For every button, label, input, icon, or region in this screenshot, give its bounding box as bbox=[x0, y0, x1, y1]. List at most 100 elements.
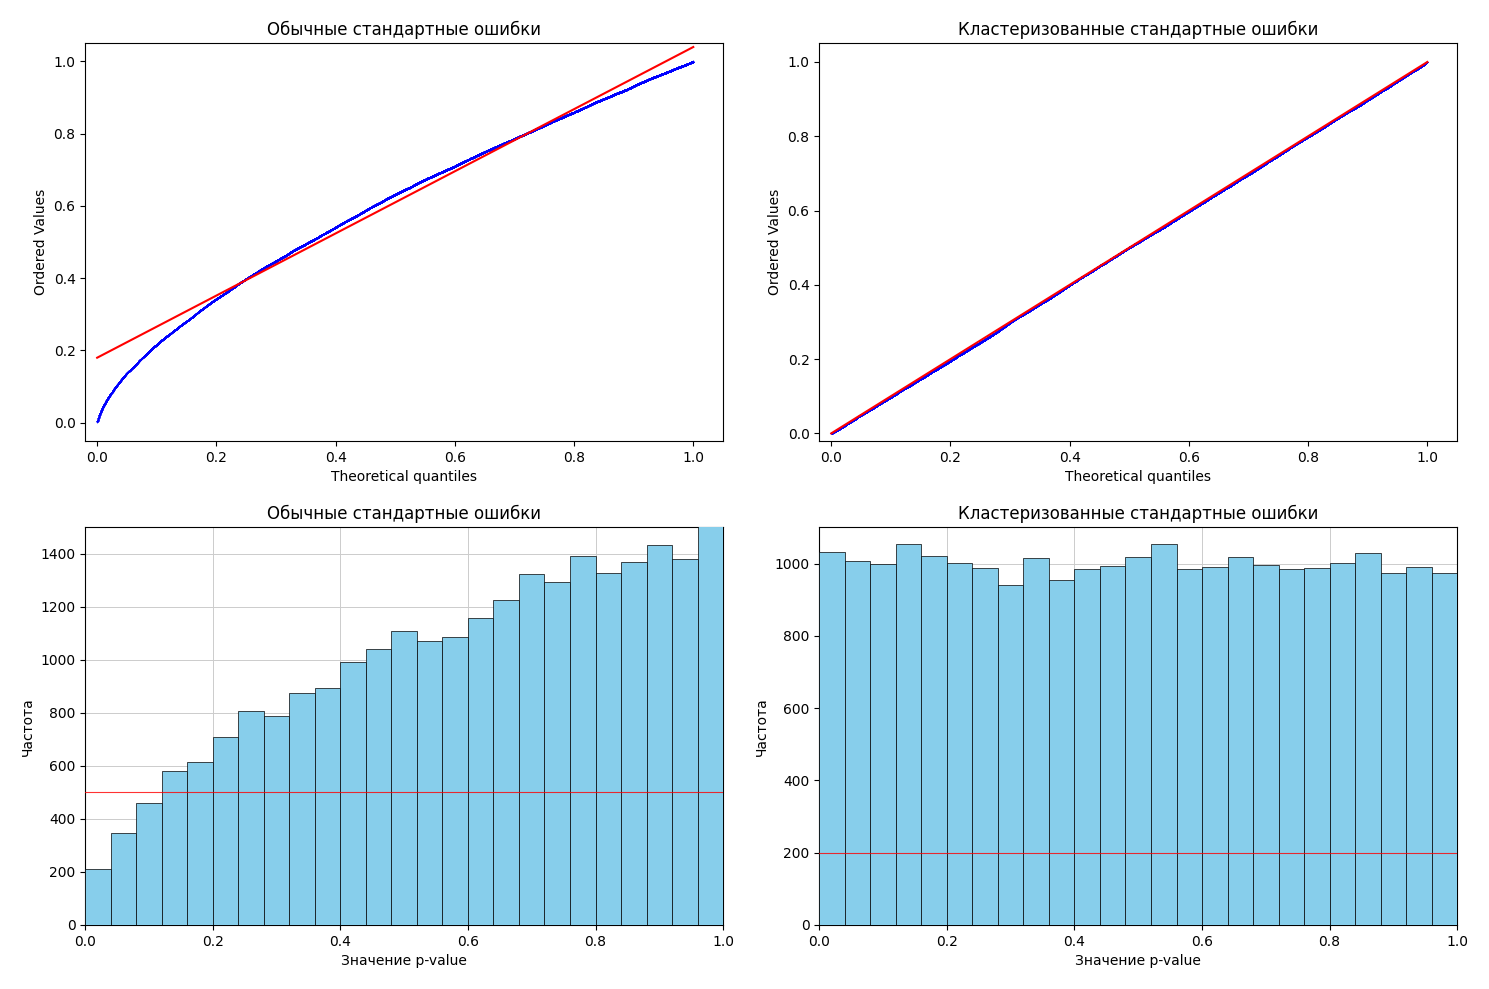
Point bbox=[1279, 138, 1303, 154]
Point bbox=[1397, 66, 1421, 82]
Point bbox=[1301, 126, 1325, 141]
Point bbox=[1278, 140, 1301, 156]
Point bbox=[1391, 69, 1415, 85]
Point bbox=[188, 304, 211, 319]
Point bbox=[509, 128, 533, 143]
Point bbox=[1094, 254, 1118, 270]
Point bbox=[1373, 81, 1397, 97]
Point bbox=[663, 60, 686, 76]
Point bbox=[840, 412, 864, 428]
Point bbox=[1084, 261, 1108, 277]
Point bbox=[1071, 269, 1094, 285]
Point bbox=[680, 53, 704, 69]
Point bbox=[284, 241, 308, 257]
Point bbox=[1342, 101, 1365, 117]
Point bbox=[205, 290, 229, 306]
Point bbox=[1275, 142, 1298, 158]
Point bbox=[404, 177, 427, 193]
Point bbox=[469, 145, 493, 161]
Point bbox=[551, 110, 575, 126]
Point bbox=[466, 146, 490, 162]
Point bbox=[1218, 178, 1242, 194]
Point bbox=[865, 398, 889, 413]
Point bbox=[1200, 189, 1224, 205]
Point bbox=[1059, 277, 1083, 293]
Point bbox=[298, 234, 322, 250]
Point bbox=[158, 325, 182, 341]
Point bbox=[995, 317, 1018, 333]
Point bbox=[1205, 187, 1228, 203]
Point bbox=[1370, 83, 1394, 99]
Point bbox=[152, 330, 176, 346]
Point bbox=[593, 90, 616, 106]
Point bbox=[902, 375, 926, 391]
Point bbox=[1225, 174, 1249, 190]
Point bbox=[1042, 288, 1066, 304]
Point bbox=[1328, 110, 1352, 126]
Point bbox=[441, 159, 465, 175]
Point bbox=[313, 225, 337, 241]
Point bbox=[929, 358, 953, 374]
Point bbox=[363, 197, 387, 213]
Point bbox=[1240, 165, 1264, 181]
Point bbox=[1083, 262, 1106, 278]
Point bbox=[1196, 192, 1219, 208]
Point bbox=[1085, 260, 1109, 276]
Point bbox=[374, 192, 398, 208]
Point bbox=[496, 134, 520, 149]
Point bbox=[667, 59, 691, 75]
Point bbox=[1056, 279, 1080, 295]
Point bbox=[1011, 307, 1035, 322]
Point bbox=[596, 89, 619, 105]
Point bbox=[1285, 135, 1309, 151]
Point bbox=[523, 123, 546, 138]
Point bbox=[1289, 134, 1313, 149]
Point bbox=[456, 152, 479, 168]
Point bbox=[1032, 294, 1056, 310]
Point bbox=[1063, 274, 1087, 290]
Point bbox=[302, 231, 326, 247]
Point bbox=[509, 129, 533, 144]
Point bbox=[1158, 216, 1182, 231]
Point bbox=[1135, 229, 1158, 245]
Point bbox=[914, 368, 938, 384]
Point bbox=[258, 256, 281, 272]
Point bbox=[549, 110, 573, 126]
Point bbox=[380, 188, 404, 204]
Point bbox=[1298, 128, 1322, 143]
Point bbox=[938, 353, 962, 369]
Point bbox=[1139, 226, 1163, 242]
Point bbox=[1205, 186, 1228, 202]
Point bbox=[1136, 228, 1160, 244]
Point bbox=[304, 230, 328, 246]
Point bbox=[1112, 243, 1136, 259]
Point bbox=[398, 180, 421, 196]
Point bbox=[1400, 64, 1423, 80]
Point bbox=[1203, 188, 1227, 204]
Point bbox=[380, 188, 404, 204]
Point bbox=[1142, 225, 1166, 241]
Point bbox=[459, 150, 482, 166]
Point bbox=[475, 142, 499, 158]
Point bbox=[1237, 166, 1261, 182]
Point bbox=[450, 155, 474, 171]
Point bbox=[211, 286, 235, 302]
Point bbox=[679, 54, 703, 70]
Point bbox=[663, 61, 686, 77]
Point bbox=[941, 352, 965, 368]
Point bbox=[1193, 194, 1217, 210]
Point bbox=[1173, 206, 1197, 222]
Point bbox=[1026, 298, 1050, 314]
Point bbox=[634, 72, 658, 88]
Point bbox=[613, 82, 637, 98]
Point bbox=[222, 279, 246, 295]
Point bbox=[649, 66, 673, 82]
Point bbox=[192, 301, 216, 316]
Point bbox=[326, 218, 350, 233]
Point bbox=[859, 402, 883, 417]
Point bbox=[208, 289, 232, 305]
Point bbox=[579, 97, 603, 113]
Point bbox=[1057, 278, 1081, 294]
Point bbox=[852, 405, 876, 421]
Point bbox=[527, 120, 551, 135]
